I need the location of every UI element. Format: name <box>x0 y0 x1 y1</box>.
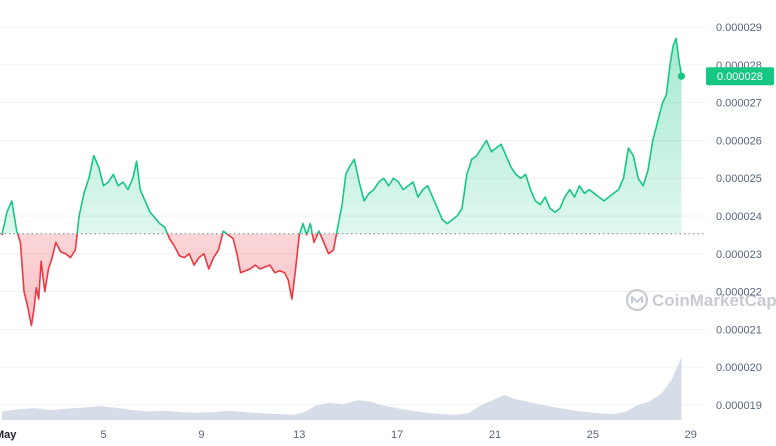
y-axis-labels: 0.000029 0.000028 0.000027 0.000026 0.000025… <box>716 22 762 412</box>
price-area-fills <box>2 38 682 326</box>
watermark-text: CoinMarketCap <box>652 291 776 310</box>
current-price-label: 0.000028 <box>717 71 763 83</box>
x-tick-label: 17 <box>391 429 403 441</box>
y-tick-label: 0.000021 <box>716 324 762 336</box>
volume-shape <box>2 357 682 420</box>
y-tick-label: 0.000022 <box>716 287 762 299</box>
price-line-up <box>1 37 683 234</box>
y-tick-label: 0.000029 <box>716 22 762 34</box>
x-tick-label: 5 <box>100 429 106 441</box>
y-tick-label: 0.000025 <box>716 173 762 185</box>
price-lines <box>1 37 683 327</box>
x-tick-label: 25 <box>587 429 599 441</box>
x-tick-label: May <box>0 429 17 441</box>
current-price-badge <box>706 67 774 86</box>
y-tick-label: 0.000026 <box>716 135 762 147</box>
watermark: CoinMarketCap <box>625 288 776 312</box>
y-tick-label: 0.000020 <box>716 362 762 374</box>
volume-area <box>2 357 682 420</box>
x-tick-label: 21 <box>489 429 501 441</box>
area-below-baseline <box>2 233 682 326</box>
x-tick-label: 13 <box>293 429 305 441</box>
x-tick-label: 29 <box>685 429 697 441</box>
y-tick-label: 0.000023 <box>716 249 762 261</box>
current-price-dot <box>677 72 686 80</box>
y-tick-label: 0.000019 <box>716 400 762 412</box>
price-line-down <box>1 233 338 327</box>
area-above-baseline <box>2 38 682 234</box>
current-price-marker: 0.000028 <box>677 67 774 86</box>
x-tick-label: 9 <box>198 429 204 441</box>
coinmarketcap-logo-icon <box>625 288 649 312</box>
x-axis-labels: May 5 9 13 17 21 25 29 <box>0 429 697 441</box>
y-tick-label: 0.000027 <box>716 98 762 110</box>
y-tick-label: 0.000024 <box>716 211 762 223</box>
